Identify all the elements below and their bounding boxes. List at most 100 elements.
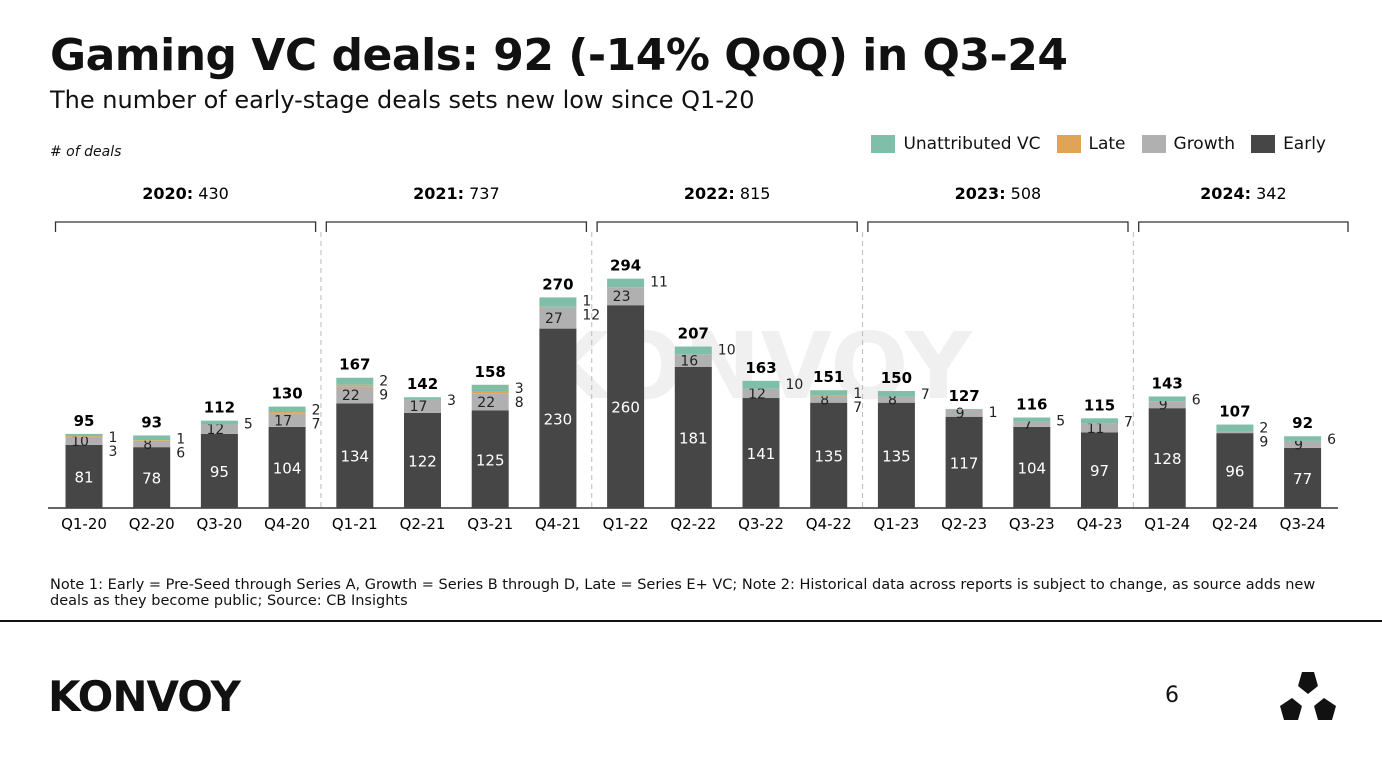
data-label-side: 7 [921,387,930,403]
data-label-early: 128 [1153,450,1182,468]
x-tick-label: Q2-22 [670,515,716,533]
data-label-early: 95 [210,463,229,481]
bar-segment-unattributed-vc [539,297,577,307]
bar-segment-unattributed-vc [336,377,374,385]
bar-segment-growth [1013,421,1051,427]
bar-segment-early [1081,432,1118,508]
data-label-early: 81 [74,468,93,486]
legend-label: Late [1088,134,1126,154]
bar-segment-early [268,426,306,508]
data-label-growth: 7 [1023,417,1032,433]
y-axis-label: # of deals [50,144,122,160]
x-tick-label: Q1-22 [603,515,649,533]
data-label-side: 3 [515,381,524,397]
data-label-side: 1 [989,405,998,421]
footnote: Note 1: Early = Pre-Seed through Series … [50,577,1316,609]
x-tick-label: Q3-23 [1009,515,1055,533]
year-bracket [867,221,1129,232]
data-label-side: 10 [786,377,804,393]
year-label: 2022: 815 [684,184,771,203]
data-label-total: 167 [339,356,370,374]
data-label-side: 12 [582,307,600,323]
bar-segment-early [877,402,915,508]
data-label-total: 143 [1152,374,1183,392]
legend-early: Early [1251,134,1326,154]
data-label-growth: 23 [613,289,631,305]
data-label-early: 104 [1017,459,1046,477]
data-label-side: 2 [379,374,388,390]
x-tick-label: Q2-24 [1212,515,1258,533]
bar-segment-late [539,306,577,308]
bar-segment-early [742,398,780,508]
data-label-growth: 16 [680,354,698,370]
year-label: 2020: 430 [142,184,229,203]
bar-segment-late [471,391,509,394]
bar-segment-unattributed-vc [945,408,983,410]
data-label-growth: 8 [888,393,897,409]
data-label-total: 112 [204,399,235,417]
data-label-side: 3 [447,393,456,409]
bar-segment-early [471,410,509,508]
x-tick-label: Q1-24 [1144,515,1190,533]
data-label-early: 96 [1225,463,1244,481]
legend-swatch [1141,135,1166,153]
data-label-side: 1 [176,431,185,447]
data-label-growth: 12 [748,386,766,402]
bar-segment-growth [1216,431,1254,434]
data-label-early: 181 [679,429,708,447]
bar-segment-late [268,412,306,414]
legend-swatch [871,135,896,153]
data-label-growth: 11 [1087,421,1105,437]
data-label-side: 7 [853,400,862,416]
bar-segment-early [1284,447,1322,508]
legend-swatch [1251,135,1276,153]
data-label-early: 125 [476,451,505,469]
bar-segment-growth [1081,423,1118,433]
bar-segment-growth [200,424,238,434]
data-label-total: 294 [610,257,641,275]
bar-segment-growth [65,437,103,445]
bar-segment-growth [674,354,712,367]
data-label-total: 130 [271,385,302,403]
x-tick-label: Q2-23 [941,515,987,533]
bar-segment-early [945,416,983,508]
x-tick-label: Q3-20 [196,515,242,533]
legend: Unattributed VC Late Growth Early [871,134,1326,154]
data-label-side: 3 [109,444,118,460]
bar-segment-early [674,366,712,508]
bar-segment-early [200,433,238,508]
data-label-early: 134 [340,448,369,466]
year-bracket [1138,221,1349,232]
legend-label: Growth [1173,134,1236,154]
x-tick-label: Q4-20 [264,515,310,533]
bar-segment-growth [810,396,848,403]
bar-segment-early [1013,426,1051,508]
data-label-total: 270 [542,275,573,293]
data-label-growth: 22 [342,388,360,404]
x-tick-label: Q3-22 [738,515,784,533]
x-tick-label: Q4-22 [806,515,852,533]
year-bracket [325,221,588,232]
data-label-total: 107 [1219,403,1250,421]
bar-segment-unattributed-vc [877,391,915,397]
data-label-side: 6 [1327,432,1336,448]
bar-segment-early [1216,433,1254,508]
bar-segment-late [810,395,848,397]
bar-segment-growth [1148,401,1186,409]
data-label-total: 142 [407,375,438,393]
data-label-growth: 10 [71,434,89,450]
data-label-total: 127 [948,387,979,405]
x-tick-label: Q3-21 [467,515,513,533]
data-label-side: 1 [582,293,591,309]
x-tick-label: Q2-20 [129,515,175,533]
year-label: 2021: 737 [413,184,500,203]
x-tick-label: Q1-21 [332,515,378,533]
data-label-side: 5 [244,417,253,433]
bar-segment-early [810,402,848,508]
bar-segment-late [133,440,171,441]
data-label-total: 93 [141,413,162,431]
data-label-early: 122 [408,452,437,470]
bar-segment-growth [336,386,374,404]
data-label-growth: 9 [1294,437,1303,453]
